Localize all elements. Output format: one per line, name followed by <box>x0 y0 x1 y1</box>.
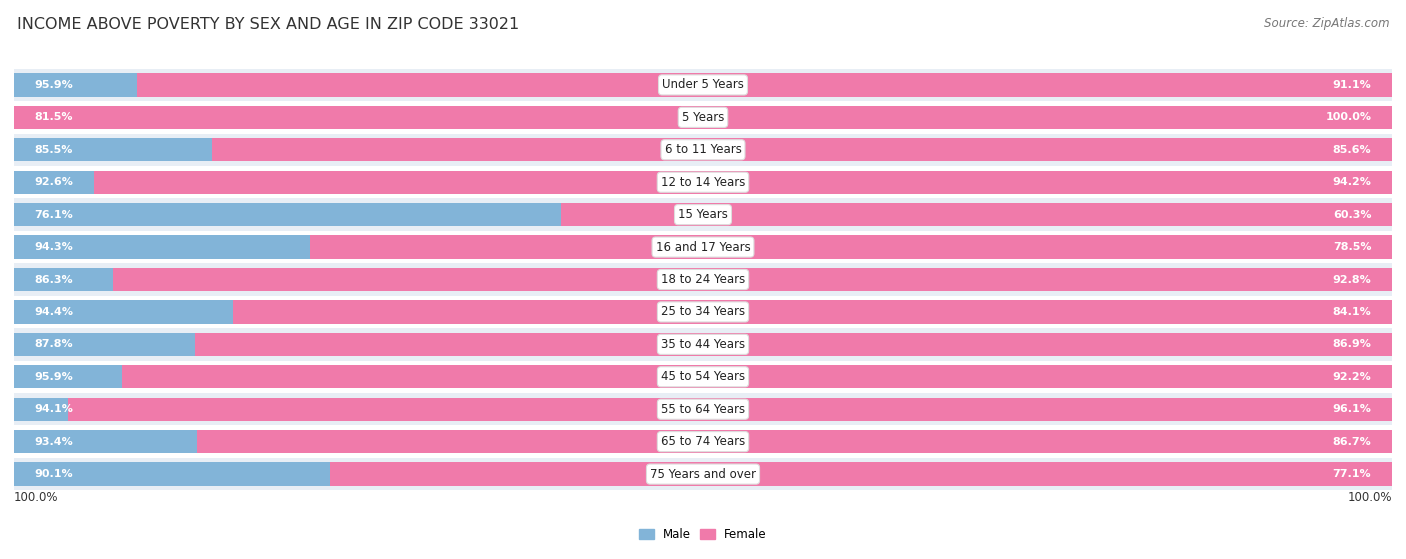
Text: 85.6%: 85.6% <box>1333 145 1371 155</box>
Bar <box>14 235 1313 259</box>
Text: 92.8%: 92.8% <box>1333 274 1371 285</box>
Text: 91.1%: 91.1% <box>1333 80 1371 90</box>
Bar <box>14 138 1192 162</box>
Bar <box>14 365 1336 389</box>
Text: 93.4%: 93.4% <box>35 437 73 447</box>
Text: 86.7%: 86.7% <box>1333 437 1371 447</box>
Text: 90.1%: 90.1% <box>35 469 73 479</box>
Bar <box>329 462 1392 486</box>
Bar <box>14 328 1392 361</box>
Text: 96.1%: 96.1% <box>1333 404 1371 414</box>
Text: 76.1%: 76.1% <box>35 210 73 220</box>
Text: Source: ZipAtlas.com: Source: ZipAtlas.com <box>1264 17 1389 30</box>
Text: 75 Years and over: 75 Years and over <box>650 467 756 481</box>
Text: 81.5%: 81.5% <box>35 112 73 122</box>
Bar <box>197 430 1392 453</box>
Bar <box>561 203 1392 226</box>
Legend: Male, Female: Male, Female <box>634 523 772 546</box>
Bar <box>67 397 1392 421</box>
Bar <box>14 296 1392 328</box>
Bar <box>14 333 1223 356</box>
Bar <box>14 231 1392 263</box>
Bar <box>14 393 1392 425</box>
Text: 100.0%: 100.0% <box>1326 112 1371 122</box>
Text: 95.9%: 95.9% <box>35 372 73 382</box>
Bar <box>114 268 1392 291</box>
Bar <box>121 365 1392 389</box>
Bar <box>136 73 1392 97</box>
Bar <box>14 458 1392 490</box>
Text: 18 to 24 Years: 18 to 24 Years <box>661 273 745 286</box>
Bar <box>14 134 1392 166</box>
Bar <box>14 425 1392 458</box>
Text: 95.9%: 95.9% <box>35 80 73 90</box>
Text: 86.3%: 86.3% <box>35 274 73 285</box>
Text: 92.2%: 92.2% <box>1333 372 1371 382</box>
Bar <box>14 106 1137 129</box>
Bar <box>14 397 1310 421</box>
Text: 94.2%: 94.2% <box>1333 177 1371 187</box>
Text: 5 Years: 5 Years <box>682 111 724 124</box>
Text: 100.0%: 100.0% <box>14 491 59 504</box>
Text: 78.5%: 78.5% <box>1333 242 1371 252</box>
Text: 85.5%: 85.5% <box>35 145 73 155</box>
Text: 6 to 11 Years: 6 to 11 Years <box>665 143 741 157</box>
Bar <box>14 170 1289 194</box>
Text: 35 to 44 Years: 35 to 44 Years <box>661 338 745 351</box>
Bar <box>14 430 1301 453</box>
Text: 86.9%: 86.9% <box>1333 339 1371 349</box>
Bar <box>14 462 1256 486</box>
Text: 15 Years: 15 Years <box>678 208 728 221</box>
Text: 94.4%: 94.4% <box>35 307 73 317</box>
Text: INCOME ABOVE POVERTY BY SEX AND AGE IN ZIP CODE 33021: INCOME ABOVE POVERTY BY SEX AND AGE IN Z… <box>17 17 519 32</box>
Bar <box>14 198 1392 231</box>
Text: 84.1%: 84.1% <box>1333 307 1371 317</box>
Text: 87.8%: 87.8% <box>35 339 73 349</box>
Text: 55 to 64 Years: 55 to 64 Years <box>661 402 745 416</box>
Text: 92.6%: 92.6% <box>35 177 73 187</box>
Text: 94.1%: 94.1% <box>35 404 73 414</box>
Bar <box>212 138 1392 162</box>
Bar <box>14 69 1392 101</box>
Text: 16 and 17 Years: 16 and 17 Years <box>655 240 751 254</box>
Text: 94.3%: 94.3% <box>35 242 73 252</box>
Bar <box>14 263 1392 296</box>
Bar <box>14 101 1392 134</box>
Bar <box>14 300 1315 324</box>
Text: 65 to 74 Years: 65 to 74 Years <box>661 435 745 448</box>
Bar <box>14 73 1336 97</box>
Text: 77.1%: 77.1% <box>1333 469 1371 479</box>
Bar <box>94 170 1392 194</box>
Bar <box>311 235 1392 259</box>
Text: 12 to 14 Years: 12 to 14 Years <box>661 176 745 189</box>
Bar <box>194 333 1392 356</box>
Text: 45 to 54 Years: 45 to 54 Years <box>661 370 745 383</box>
Bar <box>14 203 1063 226</box>
Bar <box>14 268 1204 291</box>
Bar <box>14 166 1392 198</box>
Bar <box>233 300 1392 324</box>
Bar <box>14 361 1392 393</box>
Text: Under 5 Years: Under 5 Years <box>662 78 744 92</box>
Text: 100.0%: 100.0% <box>1347 491 1392 504</box>
Text: 25 to 34 Years: 25 to 34 Years <box>661 305 745 319</box>
Text: 60.3%: 60.3% <box>1333 210 1371 220</box>
Bar <box>14 106 1392 129</box>
